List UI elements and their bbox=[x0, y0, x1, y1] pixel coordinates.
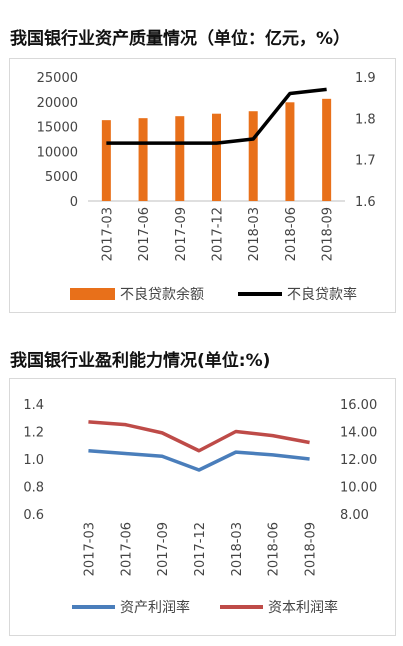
chart1-line-series bbox=[106, 87, 327, 145]
chart1-category-label: 2018-09 bbox=[321, 207, 336, 261]
chart1-left-tick: 0 bbox=[70, 195, 78, 210]
chart1-left-tick: 25000 bbox=[37, 71, 78, 86]
chart1-left-tick: 5000 bbox=[45, 170, 78, 185]
chart2-left-tick: 1.2 bbox=[23, 426, 44, 441]
chart2-category-label: 2017-06 bbox=[119, 522, 134, 576]
chart1-svg: 25000 20000 15000 10000 5000 0 1.9 1.8 1.7 1.6 201… bbox=[37, 71, 376, 303]
chart2-left-tick: 0.6 bbox=[23, 508, 44, 523]
chart2-category-label: 2018-06 bbox=[267, 522, 282, 576]
chart1-bar bbox=[138, 118, 148, 201]
chart1-right-tick: 1.7 bbox=[355, 154, 376, 169]
chart1-panel: 25000 20000 15000 10000 5000 0 1.9 1.8 1.7 1.6 201… bbox=[9, 58, 396, 313]
chart1-category-label: 2017-06 bbox=[137, 207, 152, 261]
chart2-right-tick: 10.00 bbox=[340, 481, 377, 496]
chart1-bar bbox=[175, 116, 185, 201]
chart2-right-tick: 16.00 bbox=[340, 398, 377, 413]
chart1-bar bbox=[212, 113, 221, 201]
chart1-bar bbox=[322, 98, 332, 201]
chart2-title: 我国银行业盈利能力情况(单位:%) bbox=[10, 351, 271, 371]
chart2-category-label: 2018-03 bbox=[230, 522, 245, 576]
chart2-left-tick: 1.0 bbox=[23, 453, 44, 468]
chart2-right-tick: 8.00 bbox=[340, 508, 369, 523]
chart1-bar bbox=[101, 120, 111, 201]
chart2-left-tick: 0.8 bbox=[23, 481, 44, 496]
chart1-category-label: 2017-03 bbox=[100, 207, 115, 261]
chart1-right-tick: 1.9 bbox=[355, 71, 376, 86]
chart1-right-tick: 1.8 bbox=[355, 112, 376, 127]
chart2-legend-label: 资本利润率 bbox=[268, 599, 338, 616]
chart2-line-roa bbox=[88, 449, 310, 472]
chart1-category-label: 2018-03 bbox=[247, 207, 262, 261]
chart1-right-tick: 1.6 bbox=[355, 195, 376, 210]
chart2-category-label: 2017-03 bbox=[82, 522, 97, 576]
chart1-legend-label: 不良贷款余额 bbox=[120, 286, 204, 303]
chart2-panel: 1.4 1.2 1.0 0.8 0.6 16.00 14.00 12.00 10.00 8.00 2… bbox=[9, 378, 396, 636]
chart2-legend-label: 资产利润率 bbox=[120, 599, 190, 616]
chart2-left-tick: 1.4 bbox=[23, 398, 44, 413]
chart1-category-label: 2018-06 bbox=[284, 207, 299, 261]
chart1-left-tick: 20000 bbox=[37, 96, 78, 111]
chart2-right-tick: 14.00 bbox=[340, 426, 377, 441]
chart2-right-tick: 12.00 bbox=[340, 453, 377, 468]
chart1-category-label: 2017-12 bbox=[211, 207, 226, 261]
chart1-left-tick: 15000 bbox=[37, 121, 78, 136]
chart1-title: 我国银行业资产质量情况（单位：亿元，%） bbox=[10, 29, 351, 49]
chart2-line-roe bbox=[88, 420, 310, 453]
chart1-legend-swatch-bars bbox=[70, 288, 115, 300]
chart1-bar bbox=[248, 111, 258, 201]
chart2-category-label: 2018-09 bbox=[304, 522, 319, 576]
chart1-bar bbox=[285, 102, 295, 201]
chart1-left-tick: 10000 bbox=[37, 145, 78, 160]
chart2-category-label: 2017-12 bbox=[193, 522, 208, 576]
chart1-category-label: 2017-09 bbox=[174, 207, 189, 261]
chart2-svg: 1.4 1.2 1.0 0.8 0.6 16.00 14.00 12.00 10.00 8.00 2… bbox=[23, 398, 377, 616]
chart2-category-label: 2017-09 bbox=[156, 522, 171, 576]
chart1-legend-label: 不良贷款率 bbox=[287, 286, 357, 303]
